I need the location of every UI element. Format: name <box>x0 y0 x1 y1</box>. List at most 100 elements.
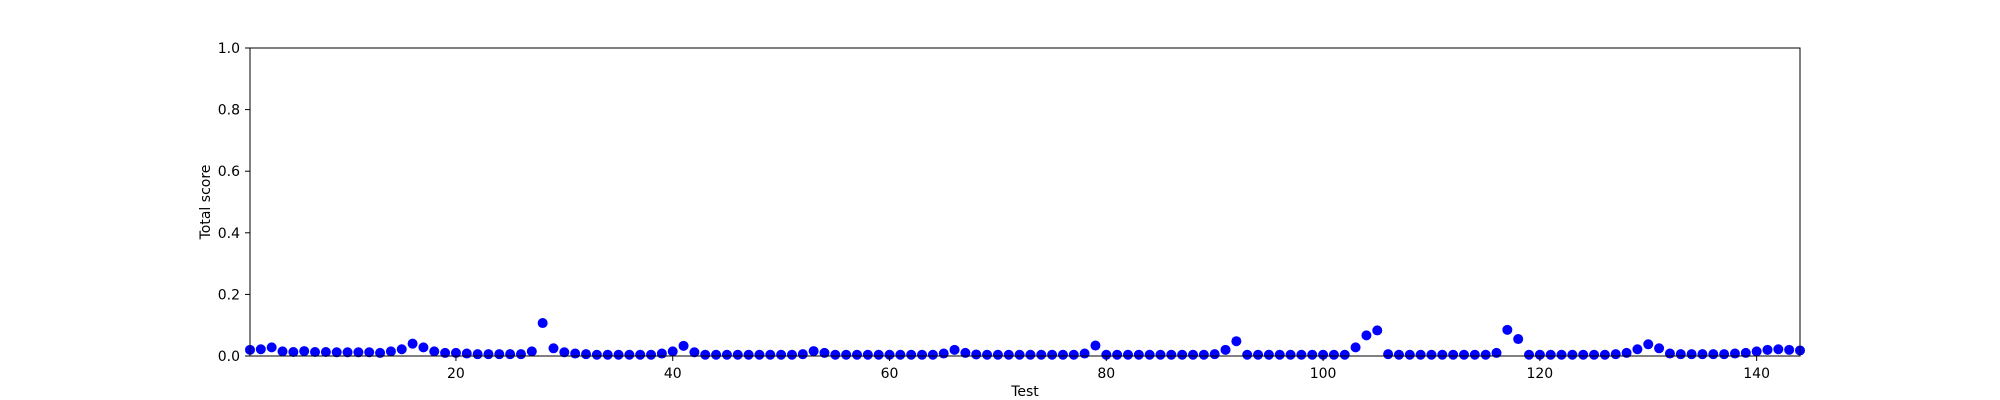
data-point <box>1578 349 1589 360</box>
data-point <box>1589 349 1600 360</box>
data-point <box>537 318 548 329</box>
data-point <box>841 349 852 360</box>
data-point <box>862 349 873 360</box>
x-tick-label: 120 <box>1526 366 1553 382</box>
data-point <box>1556 349 1567 360</box>
data-point <box>494 349 505 360</box>
data-point <box>938 348 949 359</box>
data-point <box>1166 349 1177 360</box>
data-point <box>1383 349 1394 360</box>
data-point <box>1524 349 1535 360</box>
data-point <box>1079 348 1090 359</box>
x-tick-label: 140 <box>1743 366 1770 382</box>
data-point <box>353 347 364 358</box>
y-axis-ticks: 0.0 0.2 0.4 0.6 0.8 1.0 <box>218 41 250 365</box>
y-tick-label: 0.4 <box>218 226 240 242</box>
data-point <box>711 349 722 360</box>
data-point <box>1242 349 1253 360</box>
data-point <box>992 349 1003 360</box>
data-point <box>1025 349 1036 360</box>
data-point <box>873 349 884 360</box>
data-point <box>299 346 310 357</box>
data-point <box>1599 349 1610 360</box>
data-point <box>1307 349 1318 360</box>
y-tick-label: 0.2 <box>218 287 240 303</box>
data-point <box>288 346 299 357</box>
x-tick-label: 100 <box>1310 366 1337 382</box>
data-point <box>1686 349 1697 360</box>
data-point <box>602 349 613 360</box>
data-point <box>1144 349 1155 360</box>
data-point <box>765 349 776 360</box>
data-point <box>1773 344 1784 355</box>
data-point <box>1654 343 1665 354</box>
x-tick-label: 60 <box>881 366 899 382</box>
data-point <box>1253 349 1264 360</box>
data-point <box>927 349 938 360</box>
data-point <box>971 349 982 360</box>
data-point <box>754 349 765 360</box>
x-axis-ticks: 20 40 60 80 100 120 140 <box>447 356 1770 382</box>
data-point <box>949 344 960 355</box>
y-tick-label: 0.0 <box>218 349 240 365</box>
data-point <box>1545 349 1556 360</box>
data-point <box>1784 344 1795 355</box>
data-point <box>700 349 711 360</box>
data-point <box>1101 349 1112 360</box>
data-point <box>277 346 288 357</box>
data-point <box>1513 334 1524 345</box>
data-point <box>635 349 646 360</box>
data-point <box>819 347 830 358</box>
data-point <box>1328 349 1339 360</box>
data-point <box>1480 349 1491 360</box>
data-point <box>1220 344 1231 355</box>
data-point <box>1534 349 1545 360</box>
data-point <box>472 349 483 360</box>
data-point <box>689 347 700 358</box>
data-point <box>1177 349 1188 360</box>
data-point <box>559 347 570 358</box>
data-point <box>906 349 917 360</box>
data-point <box>570 348 581 359</box>
data-point <box>895 349 906 360</box>
data-point <box>851 349 862 360</box>
data-point <box>1188 349 1199 360</box>
data-point <box>1458 349 1469 360</box>
data-point <box>505 349 516 360</box>
data-point <box>255 344 266 355</box>
data-point <box>1014 349 1025 360</box>
data-point <box>526 346 537 357</box>
data-point <box>1372 325 1383 336</box>
data-point <box>581 349 592 360</box>
data-point <box>776 349 787 360</box>
data-point <box>797 349 808 360</box>
data-point <box>1502 324 1513 335</box>
data-point <box>320 346 331 357</box>
data-point <box>1762 344 1773 355</box>
data-point <box>342 347 353 358</box>
data-point <box>1263 349 1274 360</box>
data-point <box>743 349 754 360</box>
data-point <box>1437 349 1448 360</box>
data-point <box>418 342 429 353</box>
data-point <box>1122 349 1133 360</box>
data-point <box>461 348 472 359</box>
data-point <box>1047 349 1058 360</box>
data-point <box>917 349 928 360</box>
data-point <box>331 347 342 358</box>
data-point <box>667 346 678 357</box>
data-point <box>1155 349 1166 360</box>
data-point <box>1198 349 1209 360</box>
data-point <box>1090 340 1101 351</box>
data-point <box>1133 349 1144 360</box>
data-point <box>656 348 667 359</box>
data-point <box>1057 349 1068 360</box>
data-point <box>808 346 819 357</box>
data-point <box>548 343 559 354</box>
data-point <box>1610 349 1621 360</box>
data-point <box>1708 349 1719 360</box>
data-point <box>450 347 461 358</box>
data-point <box>429 346 440 357</box>
plot-frame <box>249 47 1801 357</box>
data-points <box>245 318 1805 360</box>
